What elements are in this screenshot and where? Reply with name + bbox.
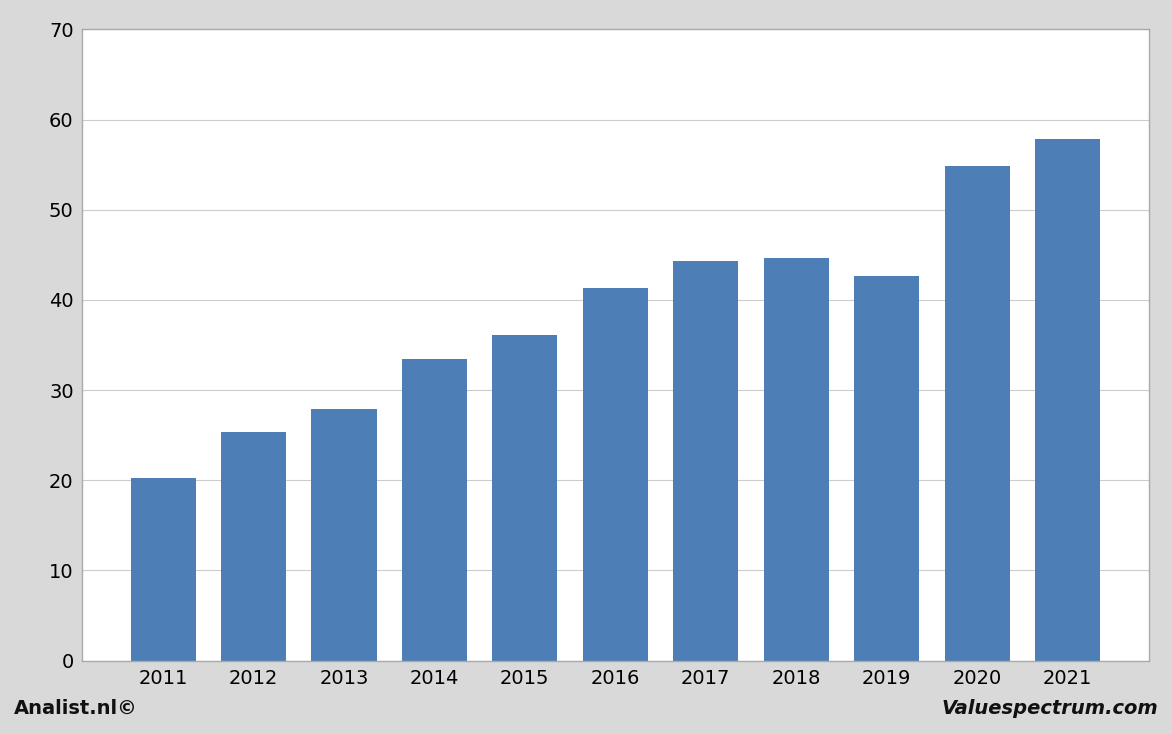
Bar bbox=[582, 288, 648, 661]
Bar bbox=[854, 275, 919, 661]
Bar bbox=[130, 478, 196, 661]
Bar bbox=[1035, 139, 1101, 661]
Bar bbox=[945, 166, 1009, 661]
Bar bbox=[492, 335, 558, 661]
Bar bbox=[402, 358, 466, 661]
Bar bbox=[673, 261, 738, 661]
Bar bbox=[312, 409, 376, 661]
Bar bbox=[764, 258, 829, 661]
Bar bbox=[222, 432, 286, 661]
Text: Analist.nl©: Analist.nl© bbox=[14, 699, 138, 718]
Text: Valuespectrum.com: Valuespectrum.com bbox=[941, 699, 1158, 718]
